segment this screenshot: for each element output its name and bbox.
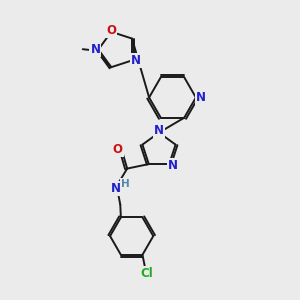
Text: Cl: Cl xyxy=(141,267,153,280)
Text: N: N xyxy=(168,159,178,172)
Text: O: O xyxy=(106,24,116,37)
Text: O: O xyxy=(112,143,123,157)
Text: N: N xyxy=(196,91,206,104)
Text: N: N xyxy=(111,182,121,195)
Text: H: H xyxy=(121,178,129,189)
Text: N: N xyxy=(130,54,141,67)
Text: N: N xyxy=(154,124,164,137)
Text: N: N xyxy=(90,43,100,56)
